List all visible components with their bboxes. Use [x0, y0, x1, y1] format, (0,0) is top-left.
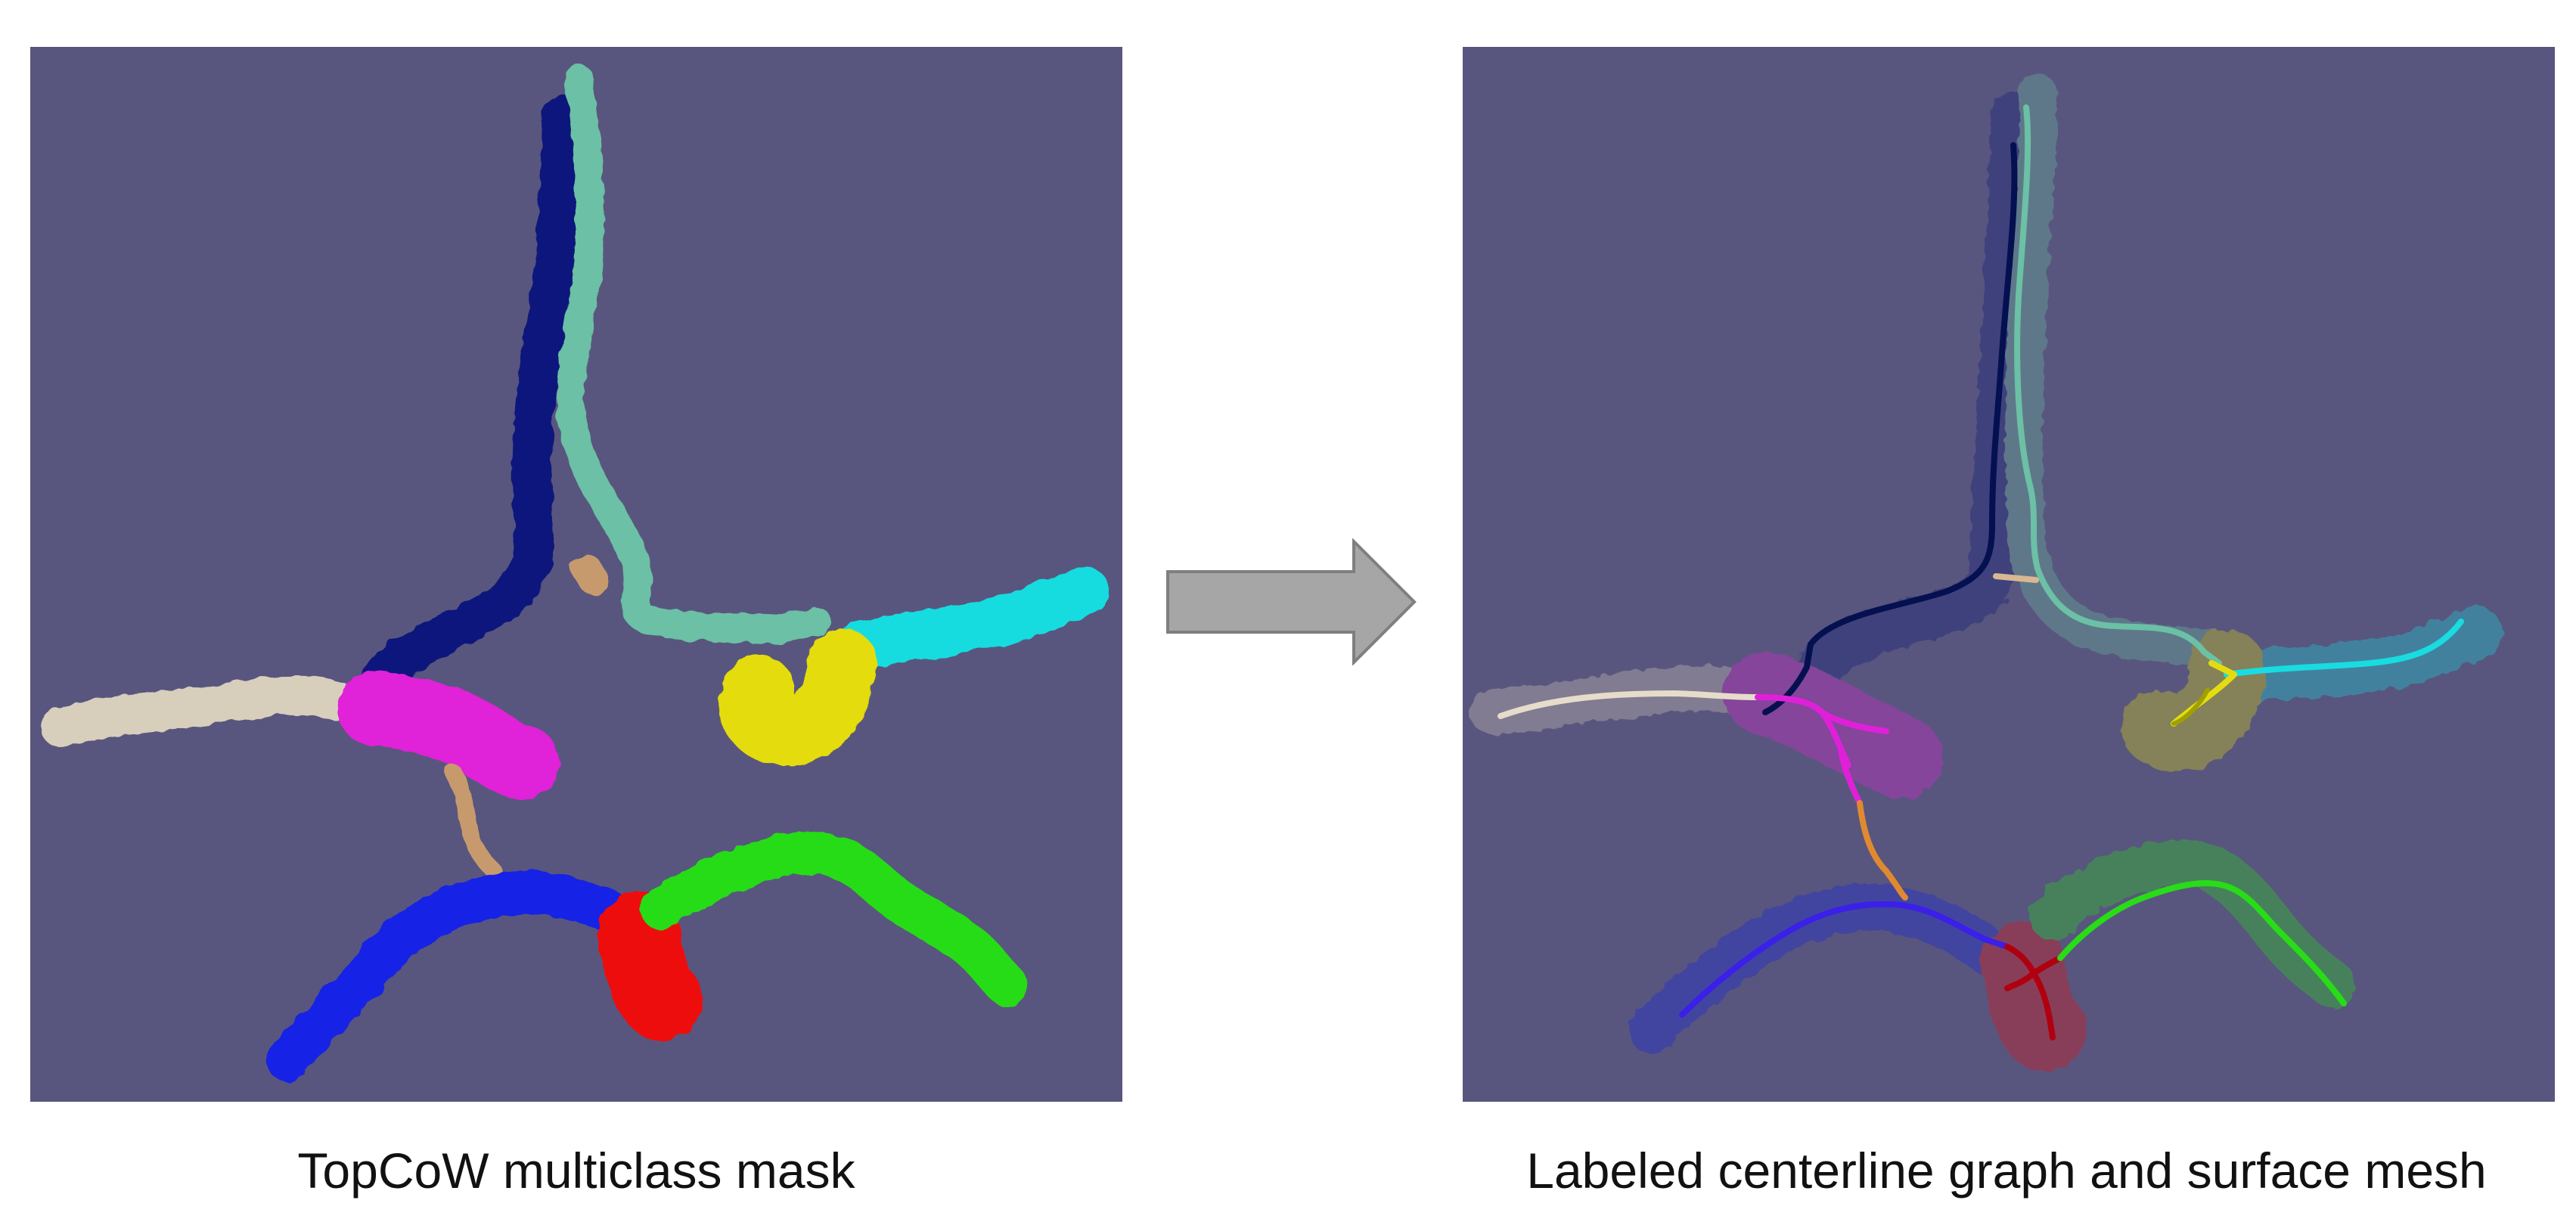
mesh-red	[1981, 920, 2087, 1071]
vessel-tan-junction	[571, 554, 609, 595]
vessel-navy-segment	[351, 95, 581, 732]
vessel-cyan-segment	[838, 567, 1110, 668]
vessel-red-segment	[598, 891, 703, 1040]
vessel-yellow-segment	[718, 629, 877, 765]
centerline-olive	[2171, 687, 2210, 726]
centerline-graph-render	[1463, 47, 2555, 1102]
mesh-magenta	[1724, 652, 1943, 799]
mesh-teal	[2004, 73, 2245, 671]
mesh-green	[2029, 839, 2356, 1008]
multiclass-mask-panel	[30, 47, 1122, 1102]
vessel-tan-communicating	[445, 764, 504, 881]
centerline-green	[2057, 879, 2347, 1006]
centerlines	[1497, 104, 2464, 1040]
centerline-beige	[1497, 690, 1761, 719]
centerline-tan-junction	[1993, 573, 2039, 583]
right-arrow-icon	[1165, 538, 1419, 666]
caption-centerline-graph: Labeled centerline graph and surface mes…	[1526, 1143, 2487, 1199]
centerline-teal	[2014, 104, 2222, 666]
vessel-magenta-segment	[337, 671, 559, 800]
multiclass-mask-render	[30, 47, 1122, 1102]
centerline-graph-panel	[1463, 47, 2555, 1102]
vessel-blue-segment	[266, 870, 649, 1081]
centerline-orange	[1857, 800, 1908, 901]
centerline-navy	[1762, 142, 2018, 715]
vessel-teal-segment	[557, 64, 831, 644]
caption-multiclass-mask: TopCoW multiclass mask	[297, 1143, 855, 1199]
vessel-green-segment	[641, 832, 1027, 1006]
centerline-blue	[1679, 901, 2010, 1018]
vessel-beige-segment	[41, 675, 356, 747]
right-arrow-shape	[1166, 538, 1417, 666]
centerline-cyan	[2224, 619, 2464, 678]
